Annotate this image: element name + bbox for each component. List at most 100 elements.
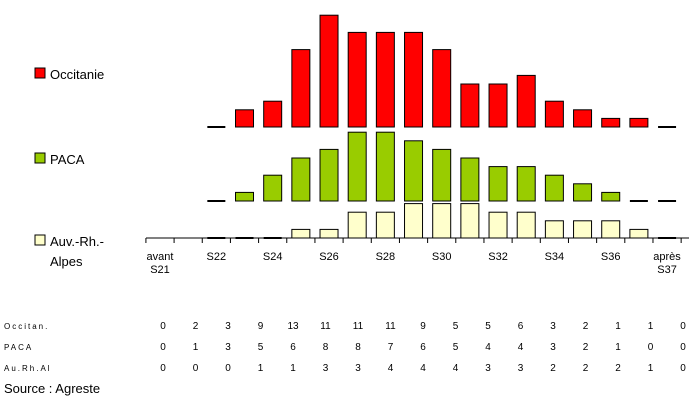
table-value: 3 [518, 363, 524, 374]
table-value: 0 [680, 342, 686, 353]
table-value: 2 [583, 321, 589, 332]
bar [404, 140, 424, 202]
bar [319, 228, 339, 239]
bar [263, 174, 283, 202]
table-value: 1 [615, 321, 621, 332]
table-value: 1 [615, 342, 621, 353]
table-value: 6 [420, 342, 426, 353]
bar [460, 83, 480, 128]
bar [235, 191, 255, 202]
x-tick-label: S28 [375, 251, 396, 263]
bar [601, 191, 621, 202]
legend-label: Occitanie [50, 67, 105, 82]
bar [573, 183, 593, 202]
table-value: 9 [420, 321, 426, 332]
table-value: 13 [287, 321, 299, 332]
table-value: 3 [550, 342, 556, 353]
table-value: 7 [388, 342, 394, 353]
bar [375, 131, 395, 202]
bar [516, 74, 536, 128]
x-tick-label: S24 [262, 251, 283, 263]
bar [460, 203, 480, 239]
legend-swatch [34, 234, 46, 246]
legend-label: Auv.-Rh.-Alpes [50, 234, 104, 269]
table-value: 0 [160, 321, 166, 332]
table-value: 3 [225, 321, 231, 332]
table-value: 4 [388, 363, 394, 374]
table-value: 8 [355, 342, 361, 353]
x-tick-label: S26 [319, 251, 339, 263]
bar [544, 174, 564, 202]
table-value: 8 [323, 342, 329, 353]
table-value: 5 [258, 342, 264, 353]
table-value: 0 [225, 363, 231, 374]
bar [544, 220, 564, 239]
table-row-label: PACA [4, 343, 34, 352]
bar [460, 157, 480, 202]
bar [263, 100, 283, 128]
table-value: 0 [160, 363, 166, 374]
table-value: 0 [648, 342, 654, 353]
x-tick-label: S36 [600, 251, 621, 263]
bar [432, 203, 452, 239]
table-row-label: Occitan. [4, 322, 50, 331]
table-value: 1 [648, 321, 654, 332]
x-tick-label: après S37 [653, 251, 681, 276]
table-value: 4 [485, 342, 491, 353]
bar [516, 211, 536, 239]
table-value: 1 [648, 363, 654, 374]
table-value: 5 [453, 321, 459, 332]
bar [404, 31, 424, 128]
x-tick-label: S32 [488, 251, 508, 263]
table-value: 3 [323, 363, 329, 374]
table-value: 2 [615, 363, 621, 374]
bar [601, 220, 621, 239]
table-value: 4 [453, 363, 459, 374]
bar [291, 49, 311, 128]
bar [347, 31, 367, 128]
table-value: 3 [550, 321, 556, 332]
table-value: 11 [385, 321, 396, 332]
bar [629, 117, 649, 128]
table-value: 2 [583, 363, 589, 374]
table-row-label: Au.Rh.Al [4, 364, 52, 373]
bar [432, 49, 452, 128]
bar [544, 100, 564, 128]
bar [291, 228, 311, 239]
legend-swatch [34, 152, 46, 164]
table-value: 6 [290, 342, 296, 353]
bar [347, 131, 367, 202]
bar [375, 31, 395, 128]
bar [488, 83, 508, 128]
bar [516, 166, 536, 202]
bar [488, 211, 508, 239]
legend-label: PACA [50, 152, 85, 167]
table-value: 3 [225, 342, 231, 353]
bar [375, 211, 395, 239]
table-value: 1 [193, 342, 199, 353]
bar [488, 166, 508, 202]
source: Source : Agreste [4, 381, 101, 396]
bar [573, 109, 593, 128]
table-value: 2 [583, 342, 589, 353]
table-value: 3 [355, 363, 361, 374]
table-value: 9 [258, 321, 264, 332]
x-tick-label: S22 [206, 251, 227, 263]
bar [601, 117, 621, 128]
bar [291, 157, 311, 202]
bar [629, 228, 649, 239]
x-tick-label: avant S21 [146, 251, 174, 276]
table-value: 0 [160, 342, 166, 353]
bar [432, 148, 452, 202]
table-value: 1 [290, 363, 296, 374]
table-value: 2 [193, 321, 199, 332]
x-tick-label: S30 [431, 251, 452, 263]
table-value: 2 [550, 363, 556, 374]
table-value: 4 [420, 363, 426, 374]
bar [404, 203, 424, 239]
bar [235, 109, 255, 128]
table-value: 0 [193, 363, 199, 374]
table-value: 5 [485, 321, 491, 332]
legend-swatch [34, 67, 46, 79]
